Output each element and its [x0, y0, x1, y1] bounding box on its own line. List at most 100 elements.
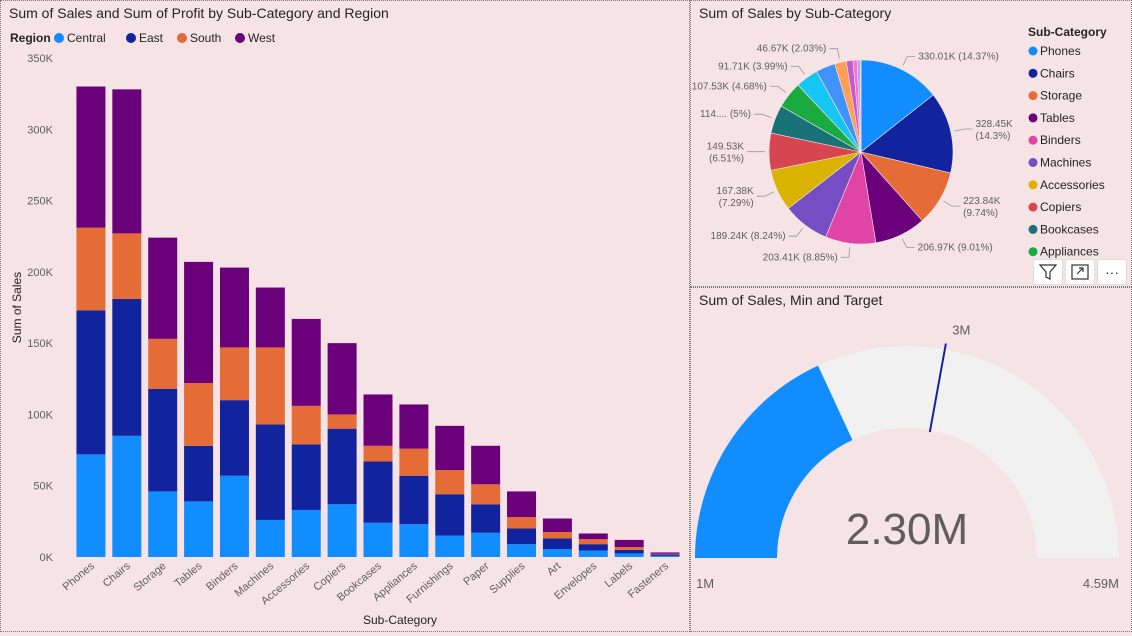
pie-legend-marker [1029, 136, 1038, 145]
bar-segment-south [256, 347, 285, 424]
x-tick-label: Paper [461, 560, 491, 588]
bar-segment-west [112, 89, 141, 233]
bar-segment-central [615, 553, 644, 557]
y-tick-label: 350K [27, 53, 53, 65]
bar-segment-south [76, 228, 105, 311]
pie-data-label-percent: (9.74%) [963, 208, 998, 219]
bar-segment-east [364, 461, 393, 522]
bar-segment-south [364, 446, 393, 462]
pie-leader-line [902, 239, 914, 248]
bar-segment-central [651, 556, 680, 557]
pie-legend-label: Appliances [1040, 245, 1099, 259]
bar-segment-east [292, 444, 321, 510]
bar-segment-central [184, 501, 213, 557]
bar-segment-central [76, 454, 105, 557]
gauge-value-fill [695, 366, 852, 558]
pie-leader-line [757, 192, 774, 196]
pie-legend-marker [1029, 91, 1038, 100]
bar-segment-east [328, 429, 357, 505]
focus-mode-icon[interactable] [1065, 259, 1095, 285]
x-axis-label: Sub-Category [363, 613, 437, 627]
pie-data-label: 91.71K (3.99%) [718, 61, 788, 72]
pie-chart-visual[interactable]: Sum of Sales by Sub-Category 330.01K (14… [690, 0, 1132, 287]
pie-chart-svg[interactable]: 330.01K (14.37%)328.45K(14.3%)223.84K(9.… [691, 1, 1131, 286]
pie-leader-line [841, 247, 850, 257]
bar-segment-east [507, 528, 536, 544]
bar-segment-south [399, 449, 428, 476]
legend-label: Central [67, 31, 106, 45]
pie-legend-label: Bookcases [1040, 222, 1099, 236]
bar-segment-central [292, 510, 321, 557]
pie-legend-marker [1029, 180, 1038, 189]
legend-marker [177, 33, 187, 43]
bar-segment-east [256, 424, 285, 520]
pie-legend-marker [1029, 225, 1038, 234]
bar-segment-east [651, 554, 680, 555]
bar-segment-west [256, 288, 285, 348]
pie-data-label-value: 149.53K [707, 142, 745, 153]
pie-leader-line [789, 228, 803, 236]
pie-data-label: 46.67K (2.03%) [757, 44, 827, 55]
pie-leader-line [829, 49, 839, 59]
bar-segment-west [292, 319, 321, 406]
bar-segment-central [148, 491, 177, 557]
legend-marker [126, 33, 136, 43]
bar-segment-west [184, 262, 213, 383]
y-tick-label: 0K [40, 552, 54, 564]
pie-leader-line [791, 66, 805, 74]
bar-segment-central [579, 551, 608, 557]
pie-data-label-value: 167.38K [716, 186, 754, 197]
pie-data-label-value: 328.45K [975, 119, 1013, 130]
pie-leader-line [955, 129, 973, 131]
pie-legend-marker [1029, 113, 1038, 122]
pie-legend-marker [1029, 47, 1038, 56]
pie-legend-label: Accessories [1040, 178, 1105, 192]
bar-segment-west [579, 533, 608, 539]
bar-segment-west [399, 404, 428, 448]
pie-legend-label: Tables [1040, 111, 1075, 125]
bar-segment-west [220, 268, 249, 348]
legend-label: West [248, 31, 276, 45]
pie-leader-line [770, 86, 786, 92]
filter-icon[interactable] [1033, 259, 1063, 285]
x-tick-label: Labels [603, 560, 636, 590]
more-options-icon[interactable]: ··· [1097, 259, 1127, 285]
pie-legend-marker [1029, 247, 1038, 256]
pie-legend-label: Phones [1040, 44, 1081, 58]
pie-legend-label: Chairs [1040, 66, 1075, 80]
bar-segment-south [471, 484, 500, 504]
pie-leader-line [944, 201, 961, 206]
bar-chart-visual[interactable]: Sum of Sales and Sum of Profit by Sub-Ca… [0, 0, 690, 632]
legend-title: Region [10, 31, 51, 45]
gauge-value-label: 2.30M [846, 505, 968, 554]
pie-data-label: 223.84K(9.74%) [963, 196, 1001, 219]
pie-legend-label: Copiers [1040, 200, 1081, 214]
pie-data-label-percent: (14.3%) [975, 131, 1010, 142]
bar-segment-west [615, 540, 644, 547]
pie-data-label: 189.24K (8.24%) [711, 231, 786, 242]
pie-legend-label: Storage [1040, 89, 1082, 103]
pie-legend-title: Sub-Category [1028, 25, 1107, 39]
bar-segment-east [543, 538, 572, 549]
bar-segment-east [435, 494, 464, 535]
x-tick-label: Fasteners [626, 560, 672, 601]
legend-label: South [190, 31, 221, 45]
x-tick-label: Phones [61, 560, 98, 593]
bar-segment-south [112, 233, 141, 299]
gauge-target-label: 3M [952, 323, 970, 338]
pie-legend-marker [1029, 203, 1038, 212]
bar-segment-central [364, 523, 393, 557]
bar-segment-east [76, 310, 105, 454]
bar-segment-south [507, 517, 536, 528]
bar-segment-central [328, 504, 357, 557]
x-tick-label: Storage [131, 560, 168, 594]
x-tick-label: Chairs [101, 560, 133, 590]
bar-segment-south [435, 470, 464, 494]
bar-segment-west [435, 426, 464, 470]
bar-chart-title: Sum of Sales and Sum of Profit by Sub-Ca… [9, 5, 389, 21]
bar-segment-south [579, 539, 608, 544]
y-axis-label: Sum of Sales [10, 272, 24, 343]
